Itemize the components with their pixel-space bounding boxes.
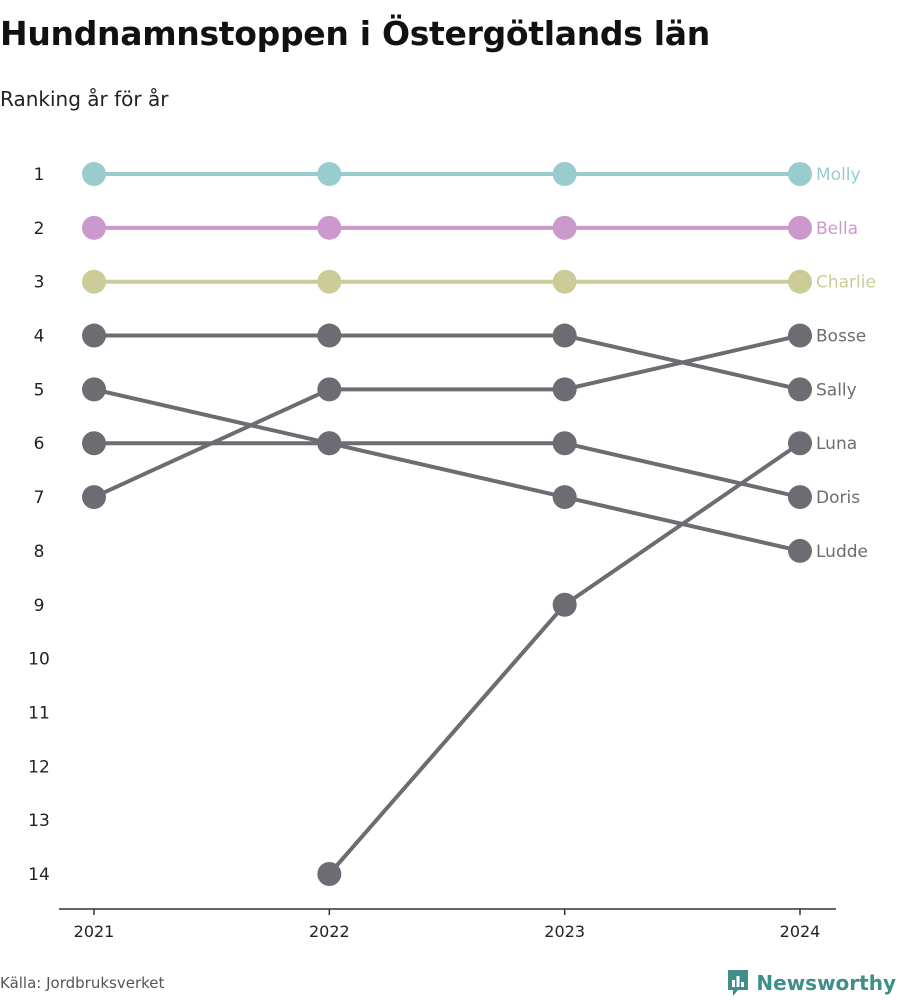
series-line-doris <box>94 441 801 500</box>
point-ludde-2021 <box>82 377 106 402</box>
point-charlie-2023 <box>552 269 577 294</box>
y-tick-label: 9 <box>34 596 45 616</box>
point-bella-2022 <box>317 215 342 240</box>
chart-subtitle: Ranking år för år <box>0 87 169 111</box>
point-bella-2023 <box>552 215 577 240</box>
y-tick-label: 13 <box>28 811 50 831</box>
brand: Newsworthy <box>726 968 896 998</box>
point-charlie-2021 <box>82 269 106 294</box>
y-tick-label: 2 <box>34 219 45 239</box>
point-bella-2024 <box>788 215 812 240</box>
x-tick-label: 2024 <box>780 922 821 941</box>
point-molly-2023 <box>552 162 577 186</box>
source-note: Källa: Jordbruksverket <box>0 974 165 992</box>
point-ludde-2022 <box>317 431 342 456</box>
point-sally-2023 <box>552 323 577 348</box>
point-luna-2024 <box>788 431 812 456</box>
point-ludde-2023 <box>552 485 577 510</box>
y-tick-label: 8 <box>34 542 45 562</box>
point-bosse-2024 <box>788 323 812 348</box>
point-doris-2021 <box>82 431 106 456</box>
series-label-sally: Sally <box>816 380 857 400</box>
y-tick-label: 12 <box>28 757 50 777</box>
point-charlie-2022 <box>317 269 342 294</box>
y-tick-label: 14 <box>28 865 50 885</box>
series-label-bella: Bella <box>816 219 858 239</box>
point-luna-2023 <box>552 592 577 617</box>
x-tick-label: 2022 <box>309 922 350 941</box>
series-label-luna: Luna <box>816 434 857 454</box>
y-tick-label: 10 <box>28 650 50 670</box>
series-points <box>82 162 812 886</box>
point-bosse-2022 <box>317 377 342 402</box>
point-molly-2021 <box>82 162 106 186</box>
series-label-doris: Doris <box>816 488 860 508</box>
y-tick-label: 3 <box>34 273 45 293</box>
y-tick-label: 5 <box>34 380 45 400</box>
y-tick-label: 7 <box>34 488 45 508</box>
y-tick-label: 4 <box>34 327 45 347</box>
point-molly-2022 <box>317 162 342 186</box>
point-molly-2024 <box>788 162 812 186</box>
series-lines <box>93 172 802 876</box>
point-doris-2024 <box>788 485 812 510</box>
point-sally-2024 <box>788 377 812 402</box>
point-charlie-2024 <box>788 269 812 294</box>
series-label-charlie: Charlie <box>816 273 876 293</box>
series-line-ludde <box>93 387 801 553</box>
point-sally-2021 <box>82 323 106 348</box>
x-tick-label: 2021 <box>74 922 115 941</box>
point-bosse-2023 <box>552 377 577 402</box>
y-tick-label: 1 <box>34 165 45 185</box>
chart-title: Hundnamnstoppen i Östergötlands län <box>0 14 710 53</box>
x-tick-label: 2023 <box>544 922 585 941</box>
point-sally-2022 <box>317 323 342 348</box>
y-tick-label: 6 <box>34 434 45 454</box>
bar-chart-logo-icon <box>728 970 749 996</box>
point-bella-2021 <box>82 215 106 240</box>
y-tick-label: 11 <box>28 703 50 723</box>
series-label-bosse: Bosse <box>816 327 866 347</box>
series-label-ludde: Ludde <box>816 542 868 562</box>
point-luna-2022 <box>317 862 342 886</box>
point-doris-2023 <box>552 431 577 456</box>
point-bosse-2021 <box>82 485 106 510</box>
series-line-sally <box>94 333 801 392</box>
point-ludde-2024 <box>788 538 812 563</box>
series-label-molly: Molly <box>816 165 861 185</box>
x-axis: 2021 2022 2023 2024 <box>59 908 836 941</box>
series-labels: Bosse Sally Luna Doris Ludde Molly Bella Charli… <box>816 165 876 562</box>
brand-name: Newsworthy <box>756 971 896 995</box>
